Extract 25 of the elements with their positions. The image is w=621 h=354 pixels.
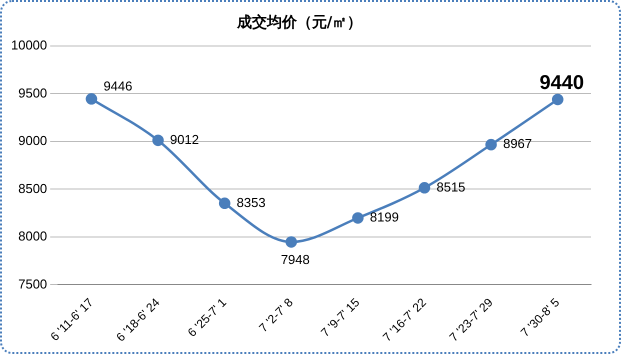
point xyxy=(286,236,298,248)
y-tick-label: 8000 xyxy=(18,228,48,244)
chart-title: 成交均价（元/㎡） xyxy=(236,12,362,31)
y-tick-label: 9500 xyxy=(18,85,48,100)
y-tick-label: 7500 xyxy=(18,276,48,292)
point xyxy=(86,93,98,105)
data-label: 9446 xyxy=(103,78,132,94)
y-tick-label: 10000 xyxy=(10,38,48,53)
data-label: 8515 xyxy=(436,179,466,194)
data-label: 9012 xyxy=(170,132,199,147)
point xyxy=(152,134,164,146)
y-tick-label: 8500 xyxy=(18,180,48,196)
point xyxy=(218,198,230,210)
point xyxy=(552,94,564,106)
data-label: 8199 xyxy=(370,210,399,225)
y-tick-label: 9000 xyxy=(18,133,48,148)
x-tick-label: 7 '9-7' 15 xyxy=(318,295,363,340)
data-label: 9440 xyxy=(539,72,584,94)
data-label: 7948 xyxy=(280,252,310,268)
point xyxy=(352,212,364,224)
data-label: 8967 xyxy=(503,136,532,152)
point xyxy=(418,182,430,194)
data-label: 8353 xyxy=(236,194,266,210)
x-tick-label: 7 '2-7' 8 xyxy=(256,295,296,335)
point xyxy=(485,138,497,150)
